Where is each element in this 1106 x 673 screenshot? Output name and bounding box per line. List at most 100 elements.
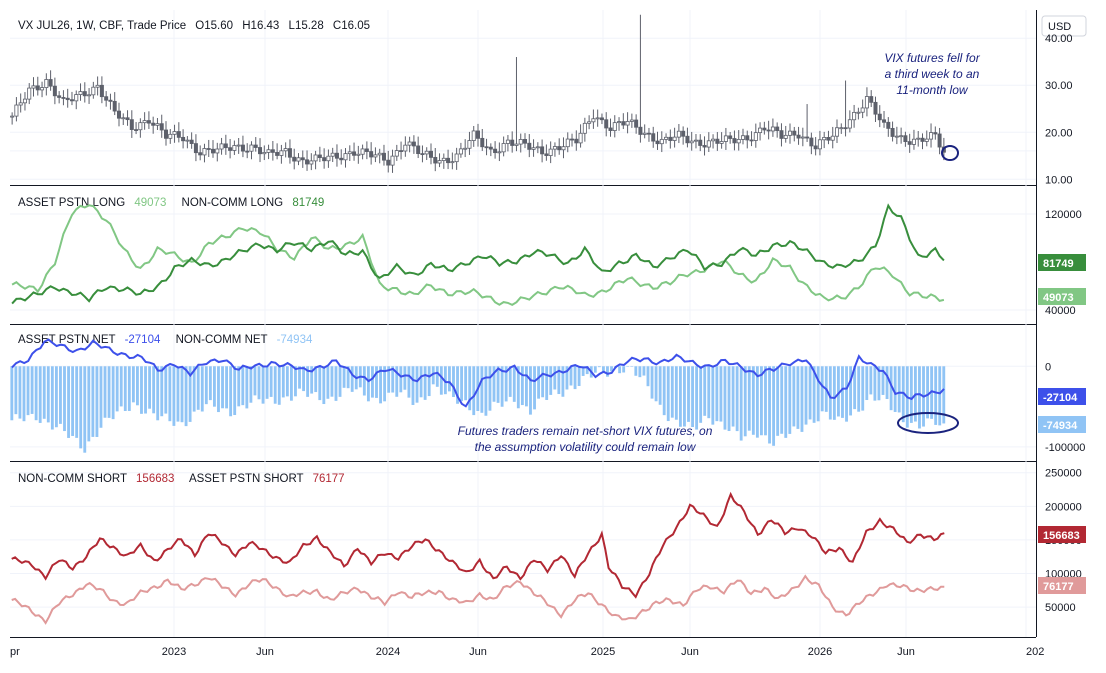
legend-asset-net-value: -27104 (125, 334, 161, 346)
net-bar (893, 366, 897, 412)
value-badge-net-text: -74934 (1043, 420, 1078, 432)
candle-body (40, 87, 45, 91)
candle-body (446, 157, 451, 164)
candle-body (907, 141, 912, 145)
candle-body (10, 115, 15, 118)
net-bar (812, 366, 816, 423)
net-bar (115, 366, 119, 412)
pane-frame (10, 10, 1037, 638)
net-bar (678, 366, 682, 427)
candle-body (860, 107, 865, 113)
net-bar (38, 366, 42, 423)
net-bar (261, 366, 265, 404)
net-bar (95, 366, 99, 437)
x-tick-label: pr (10, 646, 20, 658)
candle-body (377, 152, 382, 156)
candle-body (535, 146, 540, 149)
net-bar (845, 366, 848, 422)
x-tick-label: Jun (897, 646, 915, 658)
candle-body (796, 134, 801, 139)
open-label: O (195, 20, 204, 32)
currency-box[interactable] (1041, 15, 1087, 37)
net-bar (277, 366, 281, 405)
candle-body (228, 147, 233, 151)
net-bar (342, 366, 346, 388)
candle-body (501, 143, 506, 153)
value-badge-short (1038, 526, 1086, 543)
net-bar (148, 366, 152, 409)
net-bar (638, 366, 642, 378)
price-annotation-line-3: 11-month low (896, 83, 968, 97)
net-bar (553, 366, 557, 390)
candle-body (732, 138, 737, 144)
net-bar (30, 366, 34, 414)
net-bar (314, 366, 318, 393)
x-tick-label: Jun (681, 646, 699, 658)
candle-body (258, 147, 263, 155)
net-bar (184, 366, 188, 427)
price-y-tick-label: 10.00 (1045, 174, 1073, 186)
net-bar (152, 366, 156, 414)
net-bar (537, 366, 541, 399)
value-badge-long-text: 49073 (1043, 292, 1074, 304)
high-value: 16.43 (251, 20, 280, 32)
net-bar (18, 366, 22, 419)
candle-body (283, 148, 288, 152)
candle-body (527, 142, 532, 150)
net-highlight-ellipse (897, 412, 959, 434)
candle-body (646, 132, 651, 135)
candle-body (172, 131, 177, 135)
candle-body (223, 143, 228, 149)
net-bar (140, 366, 143, 414)
candle-body (817, 139, 822, 150)
net-bar (780, 366, 784, 434)
candle-body (52, 85, 57, 97)
net-bar (188, 366, 192, 422)
candle-body (14, 104, 19, 117)
net-bar (375, 366, 378, 398)
net-bar (577, 366, 581, 386)
net-bar (176, 366, 180, 422)
candle-body (937, 133, 942, 148)
candle-body (929, 132, 934, 140)
value-badge-net (1038, 388, 1086, 405)
net-bar (265, 366, 269, 399)
candle-body (232, 145, 237, 151)
candle-body (450, 161, 455, 164)
x-tick-label: 202 (1026, 646, 1044, 658)
net-bar (630, 366, 634, 367)
net-bar (934, 366, 938, 425)
candle-body (151, 122, 156, 126)
net-bar (488, 366, 492, 411)
net-bar (703, 366, 707, 416)
price-annotation-line-2: a third week to an (885, 67, 980, 81)
net-bar (687, 366, 690, 422)
net-bar (431, 366, 435, 385)
candle-body (591, 118, 596, 123)
candle-body (211, 148, 216, 154)
candle-body (185, 139, 190, 142)
net-bar (200, 366, 204, 412)
series-line-non-comm-short (11, 491, 945, 599)
net-bar (107, 366, 111, 418)
candle-body (570, 138, 575, 141)
legend-noncomm-net-name: NON-COMM NET (176, 334, 268, 346)
candle-body (847, 119, 852, 129)
net-bar (881, 366, 885, 395)
net-bar (34, 366, 38, 421)
net-bar (456, 366, 459, 404)
candle-body (121, 117, 126, 120)
net-bar (800, 366, 804, 432)
candle-body (253, 144, 258, 148)
candle-body (672, 136, 677, 141)
candle-body (689, 140, 694, 144)
candle-body (911, 138, 916, 145)
net-bar (804, 366, 808, 425)
net-bar (662, 366, 666, 416)
net-bar (415, 366, 419, 403)
candle-body (740, 135, 745, 140)
candle-body (407, 141, 412, 146)
legend-asset-long-name: ASSET PSTN LONG (18, 197, 125, 209)
candle-body (57, 95, 62, 98)
price-annotation: VIX futures fell for a third week to an … (884, 51, 981, 161)
